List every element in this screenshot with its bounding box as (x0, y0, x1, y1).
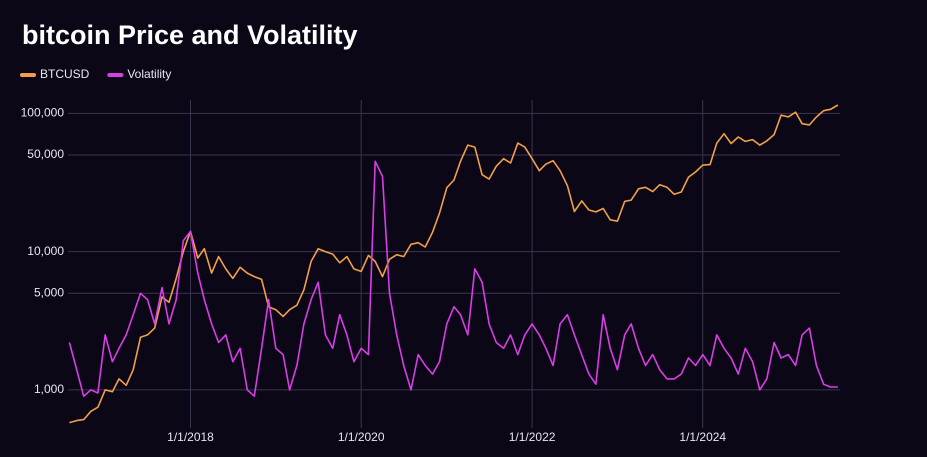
x-tick-label: 1/1/2018 (167, 430, 214, 444)
y-tick-label: 50,000 (27, 147, 64, 161)
legend-label: BTCUSD (40, 67, 90, 81)
series-line (69, 104, 839, 424)
y-tick-label: 1,000 (34, 382, 64, 396)
y-tick-label: 10,000 (27, 244, 64, 258)
legend-label: Volatility (127, 67, 171, 81)
chart-title: bitcoin Price and Volatility (22, 20, 358, 50)
y-tick-label: 100,000 (21, 106, 65, 120)
series-line (68, 160, 838, 397)
x-tick-label: 1/1/2024 (679, 430, 726, 444)
y-tick-label: 5,000 (34, 285, 64, 299)
x-tick-label: 1/1/2020 (338, 430, 385, 444)
x-tick-label: 1/1/2022 (509, 430, 556, 444)
